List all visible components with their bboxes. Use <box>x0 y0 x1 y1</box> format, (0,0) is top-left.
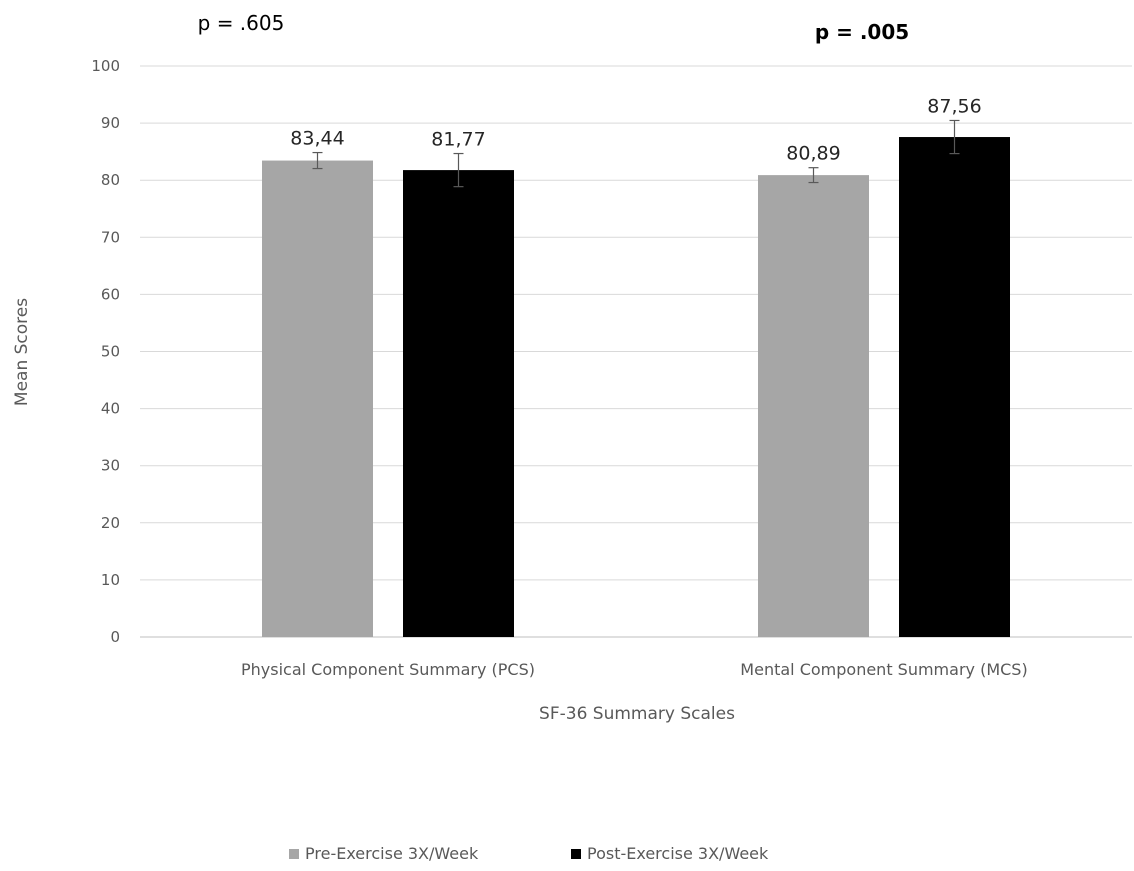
p-value-annotation: p = .605 <box>198 11 285 35</box>
x-tick-label: Mental Component Summary (MCS) <box>740 660 1027 679</box>
legend-label-pre: Pre-Exercise 3X/Week <box>305 844 479 863</box>
x-axis-categories: Physical Component Summary (PCS) Mental C… <box>241 660 1028 679</box>
p-value-annotation: p = .005 <box>815 20 909 44</box>
data-label: 81,77 <box>431 129 485 151</box>
y-tick-label: 50 <box>101 343 120 361</box>
data-labels: 83,44 81,77 80,89 87,56 <box>290 95 981 164</box>
y-tick-label: 10 <box>101 571 120 589</box>
y-tick-label: 20 <box>101 514 120 532</box>
y-tick-label: 100 <box>91 57 120 75</box>
bar <box>262 160 373 637</box>
y-tick-label: 70 <box>101 228 120 246</box>
y-axis-ticks: 0 10 20 30 40 50 60 70 80 90 100 <box>91 57 120 646</box>
data-label: 80,89 <box>786 143 840 165</box>
y-tick-label: 30 <box>101 457 120 475</box>
bar <box>758 175 869 637</box>
y-tick-label: 60 <box>101 285 120 303</box>
y-tick-label: 0 <box>110 628 120 646</box>
data-label: 87,56 <box>927 95 981 117</box>
bar <box>899 137 1010 637</box>
y-tick-label: 40 <box>101 400 120 418</box>
legend-swatch-post <box>571 849 581 859</box>
error-bars <box>312 119 960 188</box>
bar <box>403 170 514 637</box>
legend-swatch-pre <box>289 849 299 859</box>
legend-label-post: Post-Exercise 3X/Week <box>587 844 769 863</box>
y-tick-label: 90 <box>101 114 120 132</box>
y-axis-title: Mean Scores <box>12 298 32 406</box>
bars <box>262 137 1010 637</box>
data-label: 83,44 <box>290 128 344 150</box>
x-axis-title: SF-36 Summary Scales <box>539 704 735 724</box>
x-tick-label: Physical Component Summary (PCS) <box>241 660 535 679</box>
p-value-annotations: p = .605 p = .005 <box>198 11 910 44</box>
legend: Pre-Exercise 3X/Week Post-Exercise 3X/We… <box>289 844 769 863</box>
y-tick-label: 80 <box>101 171 120 189</box>
